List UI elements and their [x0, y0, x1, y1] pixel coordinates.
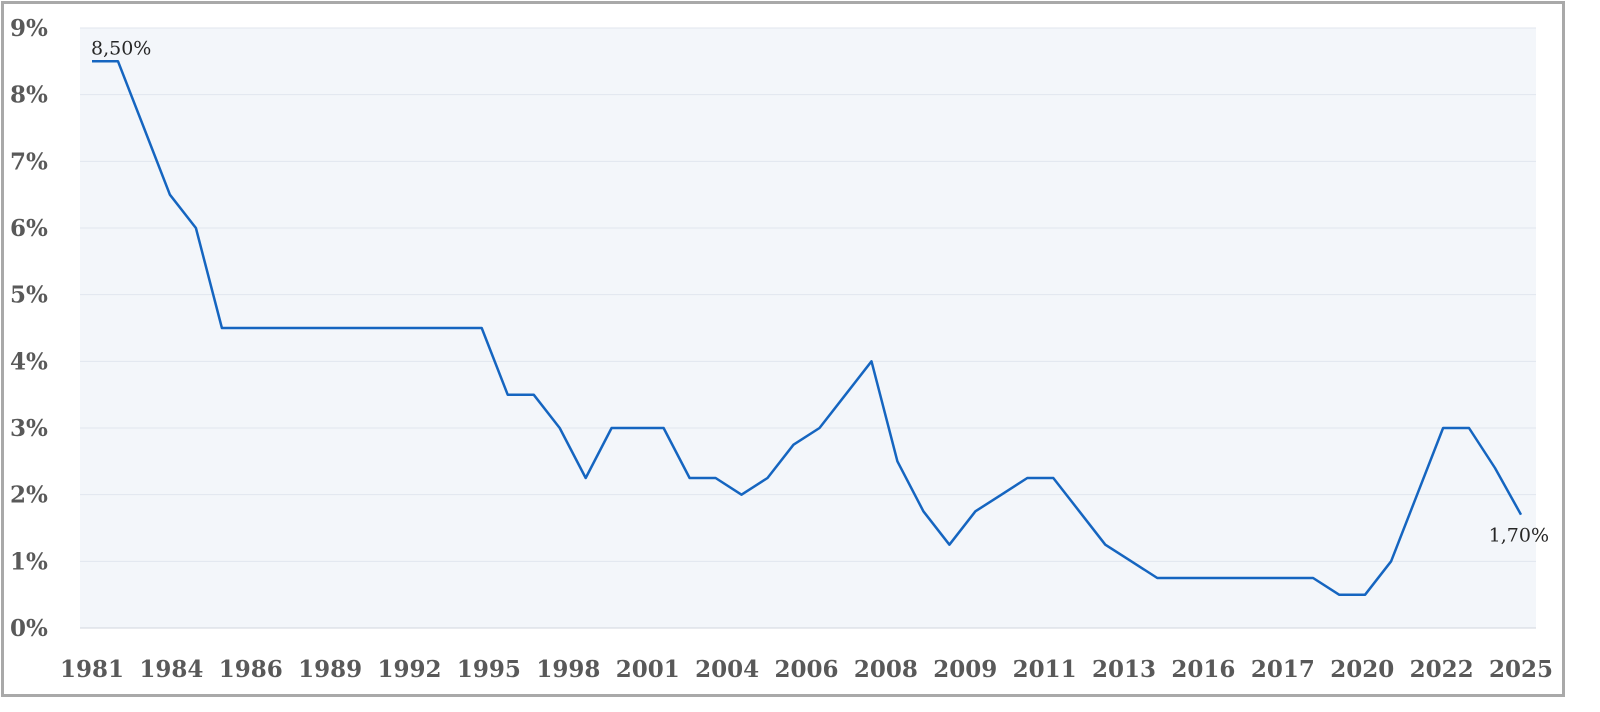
x-tick-label: 1992	[378, 656, 442, 683]
x-tick-label: 2017	[1251, 656, 1315, 683]
y-tick-label: 7%	[10, 148, 48, 175]
y-tick-label: 8%	[10, 82, 48, 109]
x-tick-label: 1995	[457, 656, 521, 683]
x-tick-label: 2025	[1489, 656, 1553, 683]
x-tick-label: 2009	[933, 656, 997, 683]
x-tick-label: 2011	[1013, 656, 1077, 683]
x-tick-label: 2016	[1171, 656, 1235, 683]
x-tick-label: 2022	[1410, 656, 1474, 683]
x-tick-label: 1998	[536, 656, 600, 683]
x-tick-label: 1989	[298, 656, 362, 683]
x-tick-label: 1986	[219, 656, 283, 683]
x-tick-label: 2020	[1330, 656, 1394, 683]
series-line	[92, 60, 1523, 596]
y-tick-label: 9%	[10, 15, 48, 42]
y-tick-label: 2%	[10, 482, 48, 509]
y-tick-label: 6%	[10, 215, 48, 242]
x-tick-label: 2004	[695, 656, 759, 683]
x-tick-label: 2001	[616, 656, 680, 683]
y-tick-label: 5%	[10, 282, 48, 309]
x-tick-label: 2008	[854, 656, 918, 683]
x-tick-label: 1984	[139, 656, 203, 683]
gridlines	[80, 27, 1536, 629]
y-axis-ticks: 0% 1% 2% 3% 4% 5% 6% 7% 8% 9%	[10, 15, 48, 642]
y-tick-label: 0%	[10, 615, 48, 642]
data-label: 8,50%	[91, 37, 151, 59]
x-tick-label: 2013	[1092, 656, 1156, 683]
y-tick-label: 1%	[10, 548, 48, 575]
data-label: 1,70%	[1489, 525, 1549, 547]
y-tick-label: 4%	[10, 348, 48, 375]
y-tick-label: 3%	[10, 415, 48, 442]
data-labels: 8,50% 1,70%	[91, 37, 1549, 546]
x-tick-label: 2006	[774, 656, 838, 683]
x-axis-ticks: 1981 1984 1986 1989 1992 1995 1998 2001 2004 2006…	[60, 656, 1553, 683]
x-tick-label: 1981	[60, 656, 124, 683]
